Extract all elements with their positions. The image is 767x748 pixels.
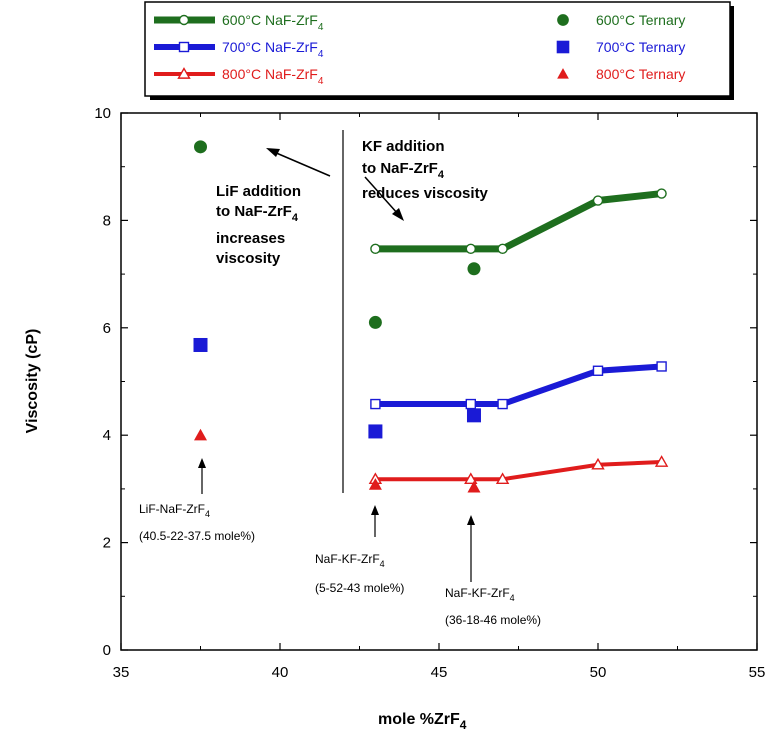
lif-annotation-line1: LiF addition — [216, 183, 301, 200]
legend-marker — [178, 41, 190, 53]
legend-label: 800°C NaF-ZrF4 — [222, 66, 324, 87]
series-point — [654, 455, 669, 467]
comp3-line1: NaF-KF-ZrF4 — [445, 586, 515, 603]
series-point — [592, 195, 604, 206]
ternary-point — [467, 480, 481, 493]
comp3-arrowhead — [467, 515, 475, 525]
comp3-annotation: NaF-KF-ZrF4 (36-18-46 mole%) — [445, 586, 541, 627]
ternary-point — [368, 478, 382, 490]
x-tick-label: 55 — [749, 664, 766, 681]
ternary-point — [194, 428, 207, 441]
axes: 0 2 4 6 8 10 35 40 45 50 55 — [94, 105, 765, 681]
ternary-point — [466, 408, 481, 423]
x-tick-label: 50 — [590, 664, 607, 681]
lif-arrow — [273, 151, 331, 177]
kf-annotation-line2: to NaF-ZrF4 — [362, 160, 445, 181]
legend-label: 600°C Ternary — [596, 12, 685, 28]
series-point — [370, 243, 381, 255]
comp3-line2: (36-18-46 mole%) — [445, 613, 541, 627]
series-point — [370, 398, 381, 410]
legend-label: 700°C Ternary — [596, 39, 685, 55]
lif-annotation-line3: increases — [216, 230, 285, 247]
kf-annotation-line1: KF addition — [362, 138, 445, 155]
y-tick-label: 0 — [103, 642, 111, 659]
comp2-line2: (5-52-43 mole%) — [315, 581, 404, 595]
series-point — [464, 472, 478, 485]
x-tick-label: 40 — [272, 664, 289, 681]
series-point — [497, 243, 508, 255]
comp1-line1: LiF-NaF-ZrF4 — [139, 502, 210, 519]
ternary-point — [193, 337, 208, 352]
legend-marker — [178, 14, 190, 26]
ternary-point — [467, 262, 481, 276]
x-tick-label: 35 — [113, 664, 130, 681]
y-tick-label: 10 — [94, 105, 111, 122]
y-tick-label: 2 — [103, 535, 111, 552]
legend-items: 600°C NaF-ZrF4 700°C NaF-ZrF4 800°C NaF-Zr… — [154, 12, 685, 87]
marks — [193, 140, 669, 493]
series-point — [497, 398, 508, 410]
comp1-arrowhead — [198, 458, 206, 468]
y-tick-label: 8 — [103, 212, 111, 229]
ternary-point — [368, 424, 383, 439]
x-tick-label: 45 — [431, 664, 448, 681]
lif-annotation-line2: to NaF-ZrF4 — [216, 203, 299, 224]
x-axis-title: mole %ZrF4 — [378, 711, 467, 732]
annotation-arrows — [198, 148, 475, 582]
kf-arrow — [364, 176, 399, 215]
series-line — [375, 460, 662, 482]
ternary-point — [368, 315, 382, 329]
lif-annotation-line4: viscosity — [216, 250, 281, 267]
series-point — [465, 243, 476, 255]
comp2-line1: NaF-KF-ZrF4 — [315, 552, 385, 569]
series-point — [591, 457, 605, 470]
legend-marker — [557, 14, 569, 26]
series-point — [656, 188, 667, 199]
comp1-line2: (40.5-22-37.5 mole%) — [139, 529, 255, 543]
series-point — [495, 472, 510, 485]
legend-label: 600°C NaF-ZrF4 — [222, 12, 324, 33]
lif-arrowhead — [266, 148, 280, 157]
series-point — [465, 398, 476, 410]
ternary-point — [194, 140, 207, 154]
comp2-arrowhead — [371, 505, 379, 515]
legend — [144, 1, 734, 100]
legend-marker — [177, 67, 191, 79]
kf-annotation-line3: reduces viscosity — [362, 185, 489, 202]
kf-annotation: KF addition to NaF-ZrF4 reduces viscosit… — [362, 138, 489, 202]
kf-arrowhead — [392, 208, 404, 221]
y-tick-label: 6 — [103, 320, 111, 337]
series-point — [592, 365, 604, 376]
lif-annotation: LiF addition to NaF-ZrF4 increases visco… — [216, 183, 301, 267]
legend-box — [144, 1, 731, 97]
legend-marker — [557, 68, 569, 79]
comp2-annotation: NaF-KF-ZrF4 (5-52-43 mole%) — [315, 552, 404, 595]
series-point — [656, 361, 667, 372]
legend-marker — [556, 40, 570, 54]
y-axis-title: Viscosity (cP) — [24, 329, 41, 434]
legend-label: 700°C NaF-ZrF4 — [222, 39, 324, 60]
series-line — [375, 363, 662, 408]
y-tick-label: 4 — [103, 427, 111, 444]
comp1-annotation: LiF-NaF-ZrF4 (40.5-22-37.5 mole%) — [139, 502, 255, 543]
legend-label: 800°C Ternary — [596, 66, 685, 82]
